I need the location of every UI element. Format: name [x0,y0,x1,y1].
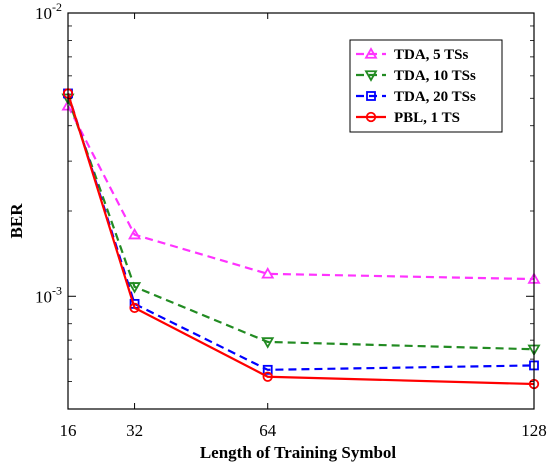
legend-marker [364,47,378,59]
series-line [67,105,535,281]
legend-marker [366,91,376,101]
y-axis-title: BER [7,203,26,239]
data-point [128,227,142,240]
x-tick-label: 16 [60,421,77,440]
x-tick-label: 128 [521,421,547,440]
series-1 [61,93,541,357]
data-point [129,302,140,314]
data-point [261,267,275,279]
legend-entry: TDA, 10 TSs [356,68,476,84]
series-line [66,93,535,386]
axes: 16 32 64 128 10-2 10-3 [35,0,547,440]
x-axis-title: Length of Training Symbol [200,443,397,462]
legend-entry: TDA, 20 TSs [356,89,476,105]
legend-label: PBL, 1 TS [394,110,460,126]
legend-label: TDA, 5 TSs [394,47,468,63]
data-point [262,371,273,382]
y-tick-label: 10-2 [35,0,62,23]
legend-entry: PBL, 1 TS [356,110,460,126]
series-line [66,93,535,371]
legend-entry: TDA, 5 TSs [356,47,468,63]
data-point [261,337,275,349]
plot-area [61,88,541,390]
data-point [262,364,273,375]
x-tick-label: 64 [259,421,277,440]
legend-label: TDA, 20 TSs [394,89,476,105]
legend-marker [364,70,378,82]
x-tick-label: 32 [126,421,143,440]
legend: TDA, 5 TSs TDA, 10 TSs TDA, 20 TSs PBL, 1 T… [349,39,503,133]
y-tick-label: 10-3 [35,283,62,306]
legend-label: TDA, 10 TSs [394,68,476,84]
data-point [128,282,142,294]
legend-marker [365,111,377,123]
